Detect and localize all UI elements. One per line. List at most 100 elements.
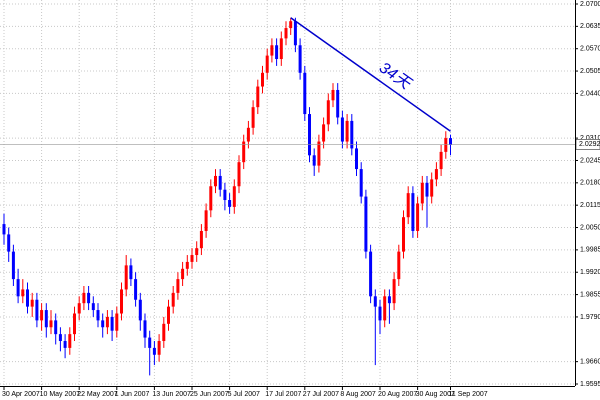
- candle-body: [134, 279, 138, 300]
- candle-body: [331, 89, 335, 101]
- candle-body: [279, 38, 283, 60]
- candle-body: [58, 334, 62, 342]
- candle-body: [138, 299, 142, 321]
- candle-body: [420, 182, 424, 204]
- y-tick-label: 2.0115: [580, 202, 600, 209]
- candle-body: [303, 72, 307, 115]
- y-tick-label: 1.9790: [580, 314, 600, 321]
- candle-body: [195, 248, 199, 256]
- y-tick-label: 2.0310: [580, 135, 600, 142]
- candle-body: [101, 320, 105, 328]
- candle-body: [430, 179, 434, 197]
- candle-body: [373, 296, 377, 307]
- candle-body: [214, 175, 217, 187]
- candle-body: [63, 341, 67, 348]
- y-tick-label: 2.0570: [580, 46, 600, 53]
- candle-body: [416, 203, 420, 231]
- candle-body: [35, 299, 39, 321]
- candle-body: [228, 200, 232, 207]
- candle-body: [402, 217, 405, 252]
- y-tick-label: 2.0505: [580, 68, 600, 75]
- candle-body: [105, 316, 109, 328]
- candle-body: [181, 268, 185, 280]
- candle-body: [199, 230, 203, 249]
- candle-body: [30, 299, 34, 307]
- candle-body: [242, 141, 246, 163]
- candle-body: [91, 303, 95, 311]
- candle-body: [204, 210, 208, 231]
- candle-body: [261, 72, 264, 87]
- candle-body: [162, 323, 166, 342]
- candle-body: [185, 261, 189, 269]
- candle-body: [40, 310, 44, 321]
- candle-body: [289, 21, 293, 29]
- candle-body: [87, 292, 91, 304]
- y-tick-label: 2.0245: [580, 157, 600, 164]
- candle-body: [223, 189, 227, 201]
- candle-body: [350, 120, 354, 149]
- y-tick-label: 1.9660: [580, 358, 600, 365]
- candle-body: [336, 89, 340, 118]
- x-tick-label: 30 Apr 2007: [2, 391, 40, 398]
- candle-body: [275, 45, 279, 60]
- y-tick-label: 1.9985: [580, 247, 600, 254]
- candle-body: [2, 224, 6, 235]
- candle-body: [293, 21, 297, 46]
- x-tick-label: 25 Jun 2007: [190, 391, 229, 398]
- y-tick-label: 2.0440: [580, 90, 600, 97]
- candle-body: [11, 251, 15, 280]
- candle-body: [359, 169, 363, 197]
- candle-body: [110, 316, 114, 331]
- candle-body: [171, 292, 175, 307]
- candle-body: [143, 320, 147, 338]
- candle-body: [129, 265, 133, 280]
- x-tick-label: 13 Jun 2007: [152, 391, 191, 398]
- candle-body: [190, 255, 194, 262]
- y-tick-label: 2.0635: [580, 23, 600, 30]
- y-tick-label: 2.0180: [580, 180, 600, 187]
- x-tick-label: 17 Jul 2007: [265, 391, 301, 398]
- x-tick-label: 5 Jul 2007: [228, 391, 260, 398]
- y-tick-label: 1.9855: [580, 291, 600, 298]
- candle-body: [16, 279, 20, 297]
- candle-body: [251, 107, 255, 128]
- candle-body: [392, 279, 396, 304]
- candle-body: [369, 251, 373, 297]
- y-tick-label: 1.9920: [580, 269, 600, 276]
- candle-body: [364, 196, 368, 252]
- candle-body: [406, 193, 410, 218]
- candle-body: [7, 234, 11, 252]
- candle-body: [157, 341, 161, 355]
- candle-body: [21, 289, 25, 297]
- candle-body: [124, 265, 128, 290]
- candle-body: [322, 124, 326, 142]
- candle-body: [218, 175, 222, 190]
- candle-body: [120, 289, 123, 314]
- candle-body: [425, 182, 429, 197]
- candle-body: [232, 186, 236, 207]
- x-tick-label: 20 Aug 2007: [378, 391, 417, 398]
- x-tick-label: 8 Aug 2007: [340, 391, 376, 398]
- candle-body: [434, 169, 438, 180]
- candle-body: [82, 292, 86, 304]
- candle-body: [26, 289, 29, 307]
- candle-body: [378, 306, 382, 321]
- y-tick-label: 1.9595: [580, 381, 600, 388]
- y-tick-label: 2.0700: [580, 1, 600, 8]
- candle-body: [44, 310, 48, 328]
- candle-body: [449, 138, 452, 145]
- candle-body: [209, 186, 213, 211]
- x-tick-label: 10 May 2007: [40, 391, 81, 398]
- candle-body: [326, 100, 330, 125]
- candle-body: [355, 148, 358, 170]
- candle-body: [265, 55, 269, 73]
- candle-body: [284, 28, 288, 39]
- candle-body: [68, 334, 72, 348]
- candle-body: [167, 306, 170, 324]
- x-tick-label: 27 Jul 2007: [303, 391, 339, 398]
- x-tick-label: 30 Aug 2007: [416, 391, 455, 398]
- candle-body: [77, 303, 81, 314]
- candle-body: [308, 114, 311, 156]
- candle-body: [439, 151, 443, 170]
